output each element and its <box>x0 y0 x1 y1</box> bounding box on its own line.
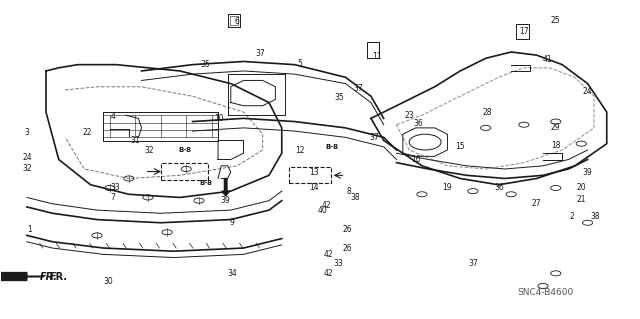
Text: 19: 19 <box>443 183 452 192</box>
Text: 16: 16 <box>411 155 420 164</box>
Text: 18: 18 <box>551 141 561 150</box>
Text: 9: 9 <box>230 218 234 227</box>
Text: FR.: FR. <box>40 271 58 281</box>
Text: 6: 6 <box>235 18 239 26</box>
Text: 37: 37 <box>353 84 363 93</box>
Text: 22: 22 <box>83 128 92 137</box>
Text: 37: 37 <box>369 133 379 142</box>
Text: 25: 25 <box>551 16 561 25</box>
Text: 24: 24 <box>583 87 593 96</box>
Text: SNC4-B4600: SNC4-B4600 <box>518 288 574 297</box>
Text: 3: 3 <box>24 128 29 137</box>
Text: 24: 24 <box>22 153 32 162</box>
Text: 28: 28 <box>483 108 492 116</box>
Text: 2: 2 <box>570 212 574 221</box>
Text: 38: 38 <box>350 193 360 202</box>
Text: 13: 13 <box>309 168 319 177</box>
Text: 34: 34 <box>227 269 237 278</box>
Text: 39: 39 <box>221 196 230 205</box>
Text: 39: 39 <box>583 168 593 177</box>
Text: 23: 23 <box>404 111 414 120</box>
Text: 38: 38 <box>591 212 600 221</box>
Text: 40: 40 <box>317 206 328 215</box>
Text: 27: 27 <box>532 199 541 208</box>
Text: 5: 5 <box>297 59 302 68</box>
Text: 36: 36 <box>495 183 504 192</box>
Text: 11: 11 <box>372 52 382 61</box>
Text: 42: 42 <box>323 250 333 259</box>
Text: B-8: B-8 <box>179 147 191 153</box>
Text: 41: 41 <box>543 56 552 64</box>
Text: 12: 12 <box>295 145 305 154</box>
Text: 33: 33 <box>333 259 342 268</box>
Text: 33: 33 <box>110 183 120 192</box>
Text: 32: 32 <box>145 145 154 154</box>
Text: 7: 7 <box>111 193 115 202</box>
Text: 26: 26 <box>342 243 352 253</box>
Text: B-8: B-8 <box>199 180 212 186</box>
Text: 17: 17 <box>519 27 529 36</box>
Text: 10: 10 <box>214 114 224 123</box>
FancyArrow shape <box>0 271 27 282</box>
Text: 37: 37 <box>468 259 478 268</box>
FancyArrow shape <box>222 178 230 196</box>
Text: 42: 42 <box>323 269 333 278</box>
Text: 36: 36 <box>414 119 424 128</box>
Text: 31: 31 <box>131 136 140 145</box>
Text: 14: 14 <box>309 183 319 192</box>
Text: 30: 30 <box>104 277 113 286</box>
Text: 21: 21 <box>577 195 586 204</box>
Text: 1: 1 <box>28 225 33 234</box>
Text: 8: 8 <box>346 187 351 196</box>
Text: 32: 32 <box>22 165 32 174</box>
Text: 42: 42 <box>321 201 331 210</box>
Text: 15: 15 <box>456 142 465 151</box>
Text: 35: 35 <box>334 93 344 102</box>
Text: 20: 20 <box>577 183 586 192</box>
Text: 37: 37 <box>255 49 265 58</box>
Text: FR.: FR. <box>49 271 67 281</box>
Text: B-8: B-8 <box>325 144 338 150</box>
Text: 35: 35 <box>200 60 210 69</box>
Text: 26: 26 <box>342 225 352 234</box>
Text: 29: 29 <box>551 123 561 132</box>
Text: 4: 4 <box>111 112 115 121</box>
